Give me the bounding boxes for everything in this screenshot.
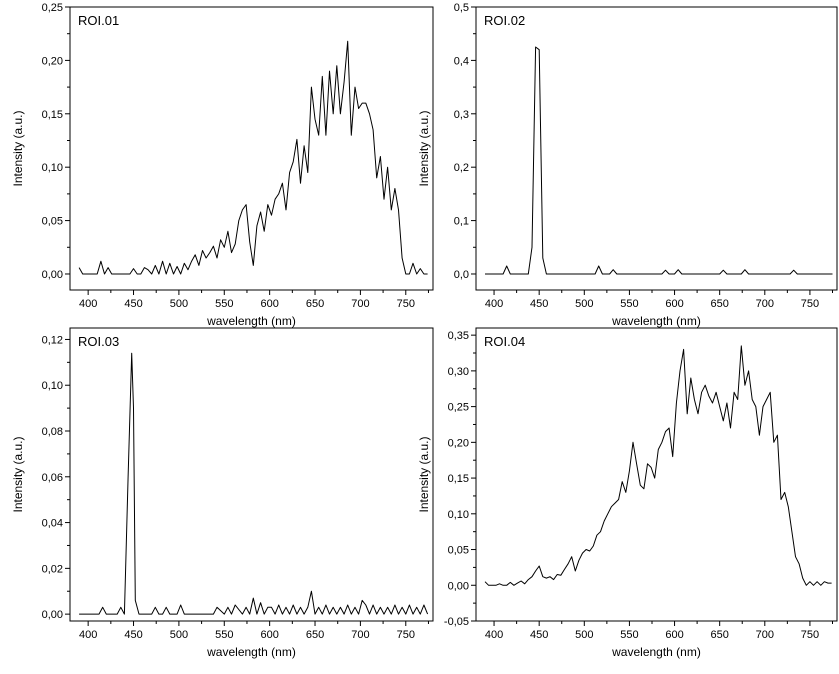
x-tick-label: 550 [620, 298, 638, 310]
x-tick-label: 600 [260, 629, 278, 641]
x-tick-label: 700 [756, 298, 774, 310]
x-tick-label: 550 [620, 629, 638, 641]
x-tick-label: 750 [397, 298, 415, 310]
x-tick-label: 400 [79, 298, 97, 310]
panel-title: ROI.03 [78, 334, 119, 349]
x-axis-label: wavelength (nm) [611, 645, 701, 659]
x-tick-label: 750 [397, 629, 415, 641]
x-tick-label: 700 [756, 629, 774, 641]
y-tick-label: 0,06 [42, 472, 63, 484]
y-tick-label: 0,1 [454, 216, 469, 228]
x-tick-label: 600 [260, 298, 278, 310]
y-tick-label: 0,00 [42, 269, 63, 281]
y-tick-label: 0,00 [448, 580, 469, 592]
panel-title: ROI.02 [484, 13, 525, 28]
y-axis-label: Intensity (a.u.) [11, 436, 25, 512]
x-tick-label: 500 [170, 629, 188, 641]
plot-frame [69, 6, 434, 291]
y-tick-label: 0,00 [42, 609, 63, 621]
y-tick-label: 0,25 [42, 2, 63, 14]
x-tick-label: 400 [485, 629, 503, 641]
y-tick-label: 0,05 [42, 216, 63, 228]
x-tick-label: 450 [124, 629, 142, 641]
x-tick-label: 650 [306, 629, 324, 641]
x-axis-label: wavelength (nm) [206, 645, 296, 659]
y-tick-label: 0,20 [448, 437, 469, 449]
x-tick-label: 500 [170, 298, 188, 310]
y-tick-label: 0,15 [42, 109, 63, 121]
chart-panel-3: 400 450 500 550 600 650 700 750 0,00 0,02 0,04 0,06… [11, 327, 434, 659]
x-tick-label: 750 [801, 298, 819, 310]
x-tick-label: 600 [665, 629, 683, 641]
chart-panel-1: 400 450 500 550 600 650 700 750 0,00 0,05 0,10 0,15… [11, 2, 434, 328]
y-tick-label: 0,3 [454, 109, 469, 121]
y-axis-label: Intensity (a.u.) [417, 436, 431, 512]
y-tick-label: 0,5 [454, 2, 469, 14]
y-tick-label: 0,10 [448, 509, 469, 521]
x-tick-label: 700 [351, 298, 369, 310]
series-line-1 [484, 345, 832, 586]
plot-frame [475, 327, 838, 622]
y-axis-label: Intensity (a.u.) [417, 110, 431, 186]
x-tick-label: 500 [575, 298, 593, 310]
x-tick-label: 450 [530, 298, 548, 310]
x-tick-label: 600 [665, 298, 683, 310]
chart-panel-2: 400 450 500 550 600 650 700 750 0,0 0,1 0,2 0,3 0,4 0… [417, 2, 838, 328]
y-tick-label: 0,10 [42, 162, 63, 174]
chart-panel-4: 400 450 500 550 600 650 700 750 -0,05 0,00 0,05 0,1… [417, 327, 838, 659]
plot-frame [69, 327, 434, 622]
panel-title: ROI.01 [78, 13, 119, 28]
panel-title: ROI.04 [484, 334, 525, 349]
y-axis-label: Intensity (a.u.) [11, 110, 25, 186]
y-tick-label: 0,05 [448, 545, 469, 557]
x-axis-label: wavelength (nm) [611, 314, 701, 328]
x-tick-label: 650 [710, 629, 728, 641]
series-line-1 [78, 40, 428, 275]
y-tick-label: -0,05 [444, 616, 469, 628]
y-tick-label: 0,4 [454, 55, 469, 67]
x-tick-label: 450 [124, 298, 142, 310]
x-tick-label: 650 [710, 298, 728, 310]
x-tick-label: 400 [485, 298, 503, 310]
y-tick-label: 0,35 [448, 330, 469, 342]
x-tick-label: 500 [575, 629, 593, 641]
x-tick-label: 450 [530, 629, 548, 641]
y-tick-label: 0,08 [42, 426, 63, 438]
y-tick-label: 0,0 [454, 269, 469, 281]
y-tick-label: 0,02 [42, 563, 63, 575]
series-line-1 [79, 352, 429, 615]
x-tick-label: 650 [306, 298, 324, 310]
x-axis-label: wavelength (nm) [206, 314, 296, 328]
x-tick-label: 400 [79, 629, 97, 641]
y-tick-label: 0,10 [42, 380, 63, 392]
x-tick-label: 750 [801, 629, 819, 641]
x-tick-label: 550 [215, 629, 233, 641]
y-tick-label: 0,20 [42, 55, 63, 67]
y-tick-label: 0,04 [42, 518, 63, 530]
y-tick-label: 0,15 [448, 473, 469, 485]
x-tick-label: 550 [215, 298, 233, 310]
y-tick-label: 0,2 [454, 162, 469, 174]
series-line-1 [485, 46, 833, 275]
y-tick-label: 0,30 [448, 366, 469, 378]
plot-frame [475, 6, 838, 291]
y-tick-label: 0,12 [42, 334, 63, 346]
y-tick-label: 0,25 [448, 402, 469, 414]
x-tick-label: 700 [351, 629, 369, 641]
